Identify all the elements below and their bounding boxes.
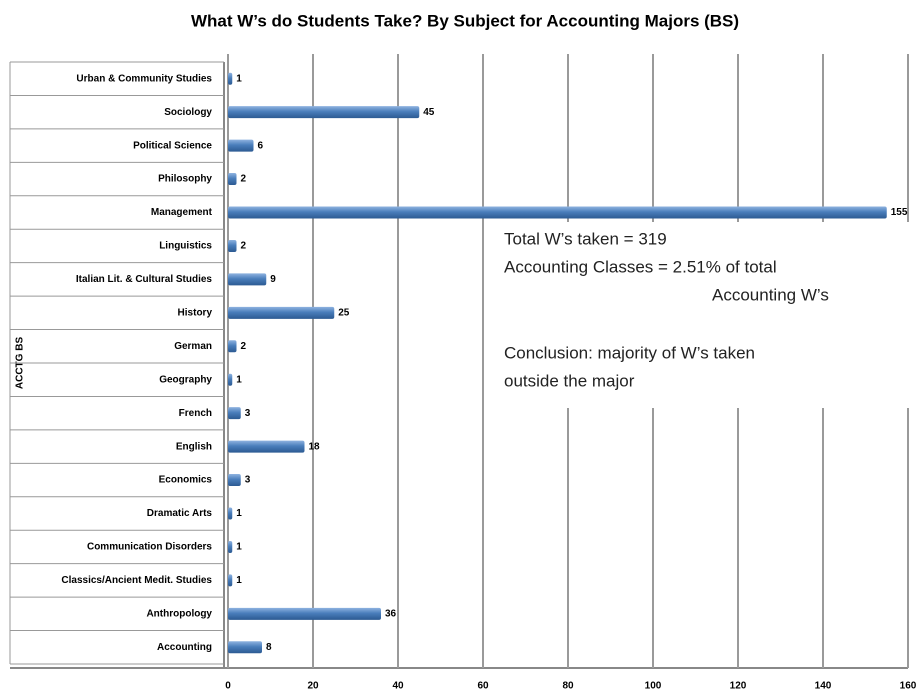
bar xyxy=(228,106,420,119)
bar xyxy=(228,340,237,353)
bar xyxy=(228,474,241,487)
y-tick-label: English xyxy=(176,441,212,452)
bar xyxy=(228,306,335,319)
value-label: 9 xyxy=(270,274,276,285)
y-tick-label: Classics/Ancient Medit. Studies xyxy=(61,575,212,586)
annotation: Accounting W’s xyxy=(712,285,829,304)
x-tick-label: 0 xyxy=(225,681,231,692)
value-label: 1 xyxy=(236,542,242,553)
y-tick-label: Urban & Community Studies xyxy=(76,73,212,84)
y-tick-label: Dramatic Arts xyxy=(147,508,213,519)
value-label: 25 xyxy=(338,307,350,318)
bar xyxy=(228,540,233,553)
bar xyxy=(228,607,381,620)
x-tick-label: 80 xyxy=(562,681,574,692)
annotation: Conclusion: majority of W’s taken xyxy=(504,343,755,362)
x-tick-label: 160 xyxy=(900,681,917,692)
y-tick-label: Geography xyxy=(159,374,212,385)
value-label: 155 xyxy=(891,207,908,218)
value-label: 3 xyxy=(245,475,251,486)
y-tick-label: Italian Lit. & Cultural Studies xyxy=(76,274,213,285)
value-label: 3 xyxy=(245,408,251,419)
x-tick-label: 100 xyxy=(645,681,662,692)
x-tick-label: 120 xyxy=(730,681,747,692)
y-tick-label: Linguistics xyxy=(159,241,212,252)
annotation: outside the major xyxy=(504,371,635,390)
bar xyxy=(228,173,237,186)
bar xyxy=(228,139,254,152)
value-label: 6 xyxy=(258,140,264,151)
value-label: 1 xyxy=(236,575,242,586)
value-label: 1 xyxy=(236,374,242,385)
bar xyxy=(228,373,233,386)
bar xyxy=(228,407,241,420)
value-label: 2 xyxy=(241,241,247,252)
x-tick-label: 20 xyxy=(307,681,319,692)
x-tick-label: 40 xyxy=(392,681,404,692)
x-tick-label: 140 xyxy=(815,681,832,692)
x-tick-label: 60 xyxy=(477,681,489,692)
y-tick-label: Sociology xyxy=(164,107,212,118)
y-tick-label: German xyxy=(174,341,212,352)
bar xyxy=(228,206,887,219)
y-tick-label: History xyxy=(178,307,213,318)
value-label: 45 xyxy=(423,107,435,118)
y-tick-label: French xyxy=(179,408,212,419)
value-label: 8 xyxy=(266,642,272,653)
y-tick-label: Communication Disorders xyxy=(87,542,212,553)
value-label: 1 xyxy=(236,73,242,84)
annotation: Total W’s taken = 319 xyxy=(504,229,667,248)
y-tick-label: Philosophy xyxy=(158,174,212,185)
value-label: 1 xyxy=(236,508,242,519)
y-tick-label: Anthropology xyxy=(146,608,212,619)
y-tick-label: Political Science xyxy=(133,140,212,151)
value-label: 18 xyxy=(309,441,321,452)
bar xyxy=(228,239,237,252)
bar xyxy=(228,273,267,286)
bar xyxy=(228,574,233,587)
bar xyxy=(228,440,305,453)
value-label: 2 xyxy=(241,174,247,185)
bar xyxy=(228,72,233,85)
y-tick-label: Accounting xyxy=(157,642,212,653)
annotation-box xyxy=(492,222,912,408)
annotation: Accounting Classes = 2.51% of total xyxy=(504,257,777,276)
bar xyxy=(228,641,262,654)
y-tick-label: Management xyxy=(151,207,213,218)
chart-title: What W’s do Students Take? By Subject fo… xyxy=(191,11,739,30)
bar xyxy=(228,507,233,520)
value-label: 36 xyxy=(385,608,397,619)
y-tick-label: Economics xyxy=(159,475,213,486)
value-label: 2 xyxy=(241,341,247,352)
